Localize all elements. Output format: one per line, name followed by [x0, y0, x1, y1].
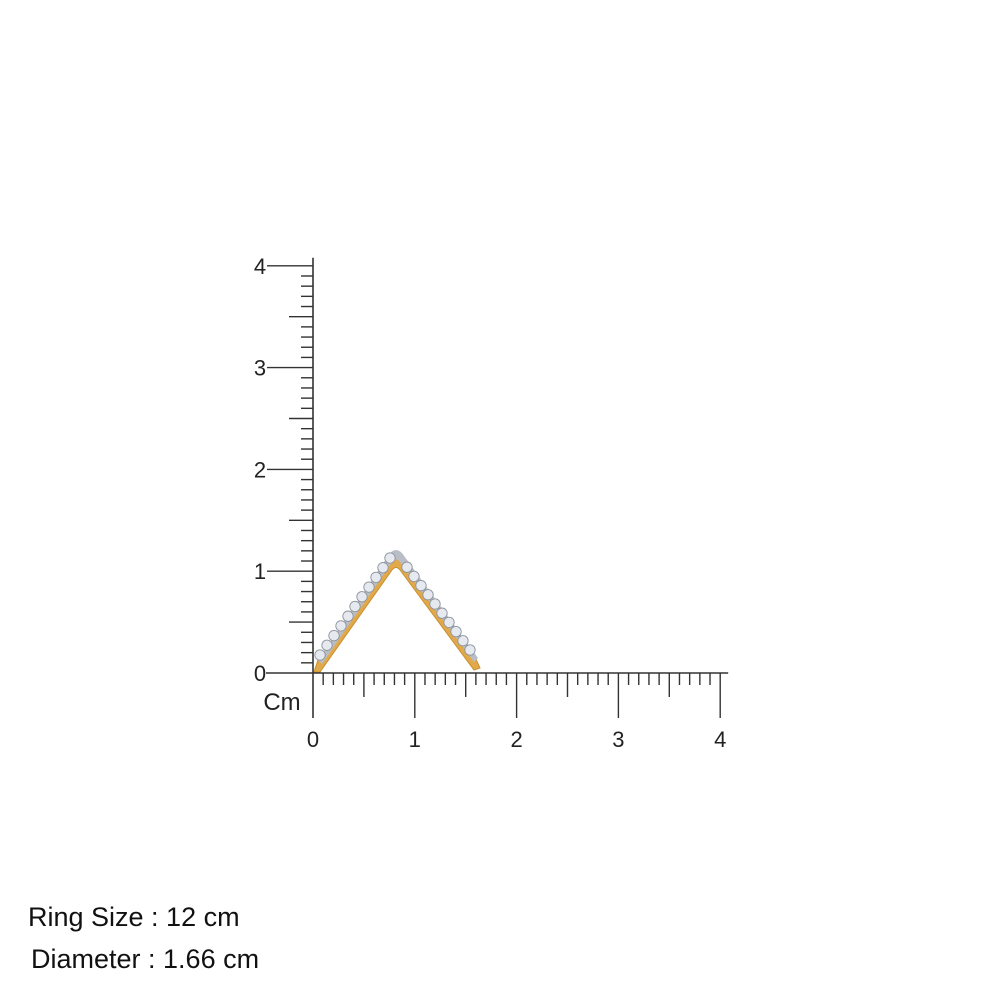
diamond-stone: [314, 649, 326, 661]
diamond-stone: [335, 620, 347, 632]
diamond-stone: [363, 581, 375, 593]
ruler-axes: 0 1 2 3 4 0 1 2 3 4 Cm: [254, 254, 729, 752]
diamond-stone: [457, 635, 469, 647]
diamond-stone: [464, 644, 476, 656]
diamond-stone: [328, 629, 340, 642]
diamond-stone: [422, 589, 434, 601]
unit-label: Cm: [263, 689, 300, 716]
diamond-stone: [370, 571, 382, 584]
x-tick-label: 0: [307, 727, 319, 752]
ring-image: [313, 550, 481, 673]
y-tick-label: 0: [254, 661, 266, 686]
ring-size-label: Ring Size : 12 cm: [28, 902, 240, 932]
diamond-stone: [401, 561, 413, 573]
diamond-stone: [415, 579, 427, 592]
diamond-stone: [436, 607, 448, 619]
diamond-stone: [321, 639, 333, 651]
y-tick-label: 1: [254, 559, 266, 584]
diameter-label: Diameter : 1.66 cm: [31, 944, 260, 974]
diamond-stone: [356, 591, 368, 603]
x-tick-label: 4: [714, 727, 726, 752]
diamond-stone: [349, 600, 361, 613]
x-tick-label: 2: [510, 727, 522, 752]
ring-band: [313, 558, 481, 673]
diamond-stone: [429, 598, 441, 610]
y-tick-label: 4: [254, 254, 266, 279]
diamond-stone: [342, 610, 354, 622]
diamond-stone: [384, 552, 396, 564]
y-tick-label: 2: [254, 457, 266, 482]
diamond-stone: [443, 616, 455, 629]
diamond-stone: [450, 625, 462, 638]
x-tick-label: 3: [612, 727, 624, 752]
x-tick-label: 1: [409, 727, 421, 752]
y-tick-label: 3: [254, 356, 266, 381]
diamond-stone: [408, 570, 420, 583]
diamond-stone: [377, 562, 389, 574]
